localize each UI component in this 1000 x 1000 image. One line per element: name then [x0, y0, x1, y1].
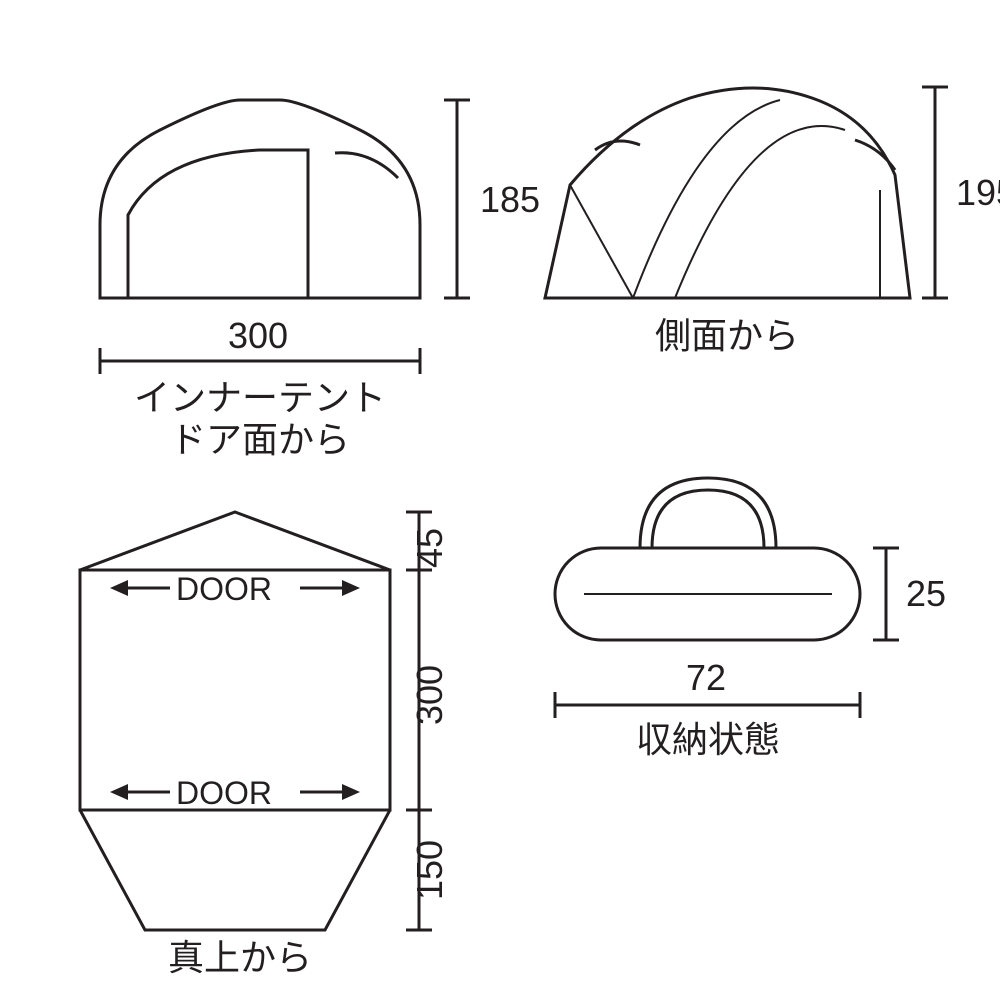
front-view: 185 300 インナーテント ドア面から: [100, 100, 540, 460]
front-door-panel: [128, 150, 308, 298]
bag-height-value: 25: [906, 573, 946, 614]
top-dim-45: 45: [409, 528, 450, 568]
front-vent: [335, 153, 398, 178]
arrow-right-icon: [342, 784, 360, 800]
top-door-lower: DOOR: [110, 775, 360, 811]
front-label-1: インナーテント: [134, 377, 386, 418]
front-tent-outline: [100, 100, 420, 298]
arrow-left-icon: [110, 580, 128, 596]
arrow-left-icon: [110, 784, 128, 800]
top-label: 真上から: [168, 937, 312, 978]
side-flap: [570, 185, 633, 298]
bag-view: 25 72 収納状態: [555, 478, 946, 760]
bag-width-value: 72: [686, 657, 726, 698]
door-text: DOOR: [176, 571, 272, 607]
front-width-value: 300: [228, 315, 288, 356]
arrow-right-icon: [342, 580, 360, 596]
side-height-value: 195: [956, 172, 1000, 213]
top-view: DOOR DOOR 45 300 150 真上から: [80, 512, 450, 978]
side-vent-1: [595, 141, 640, 150]
door-text: DOOR: [176, 775, 272, 811]
bag-label: 収納状態: [636, 719, 780, 760]
bag-handle-back: [652, 490, 764, 548]
front-label-2: ドア面から: [170, 419, 350, 460]
side-pole-1: [633, 100, 780, 298]
side-view: 195 側面から: [545, 87, 1000, 356]
front-height-value: 185: [480, 179, 540, 220]
top-door-upper: DOOR: [110, 571, 360, 607]
side-pole-2: [675, 126, 845, 298]
diagram-canvas: 185 300 インナーテント ドア面から 195 側面から: [0, 0, 1000, 1000]
top-dim-300: 300: [409, 665, 450, 725]
top-dim-150: 150: [409, 840, 450, 900]
side-label: 側面から: [655, 315, 799, 356]
